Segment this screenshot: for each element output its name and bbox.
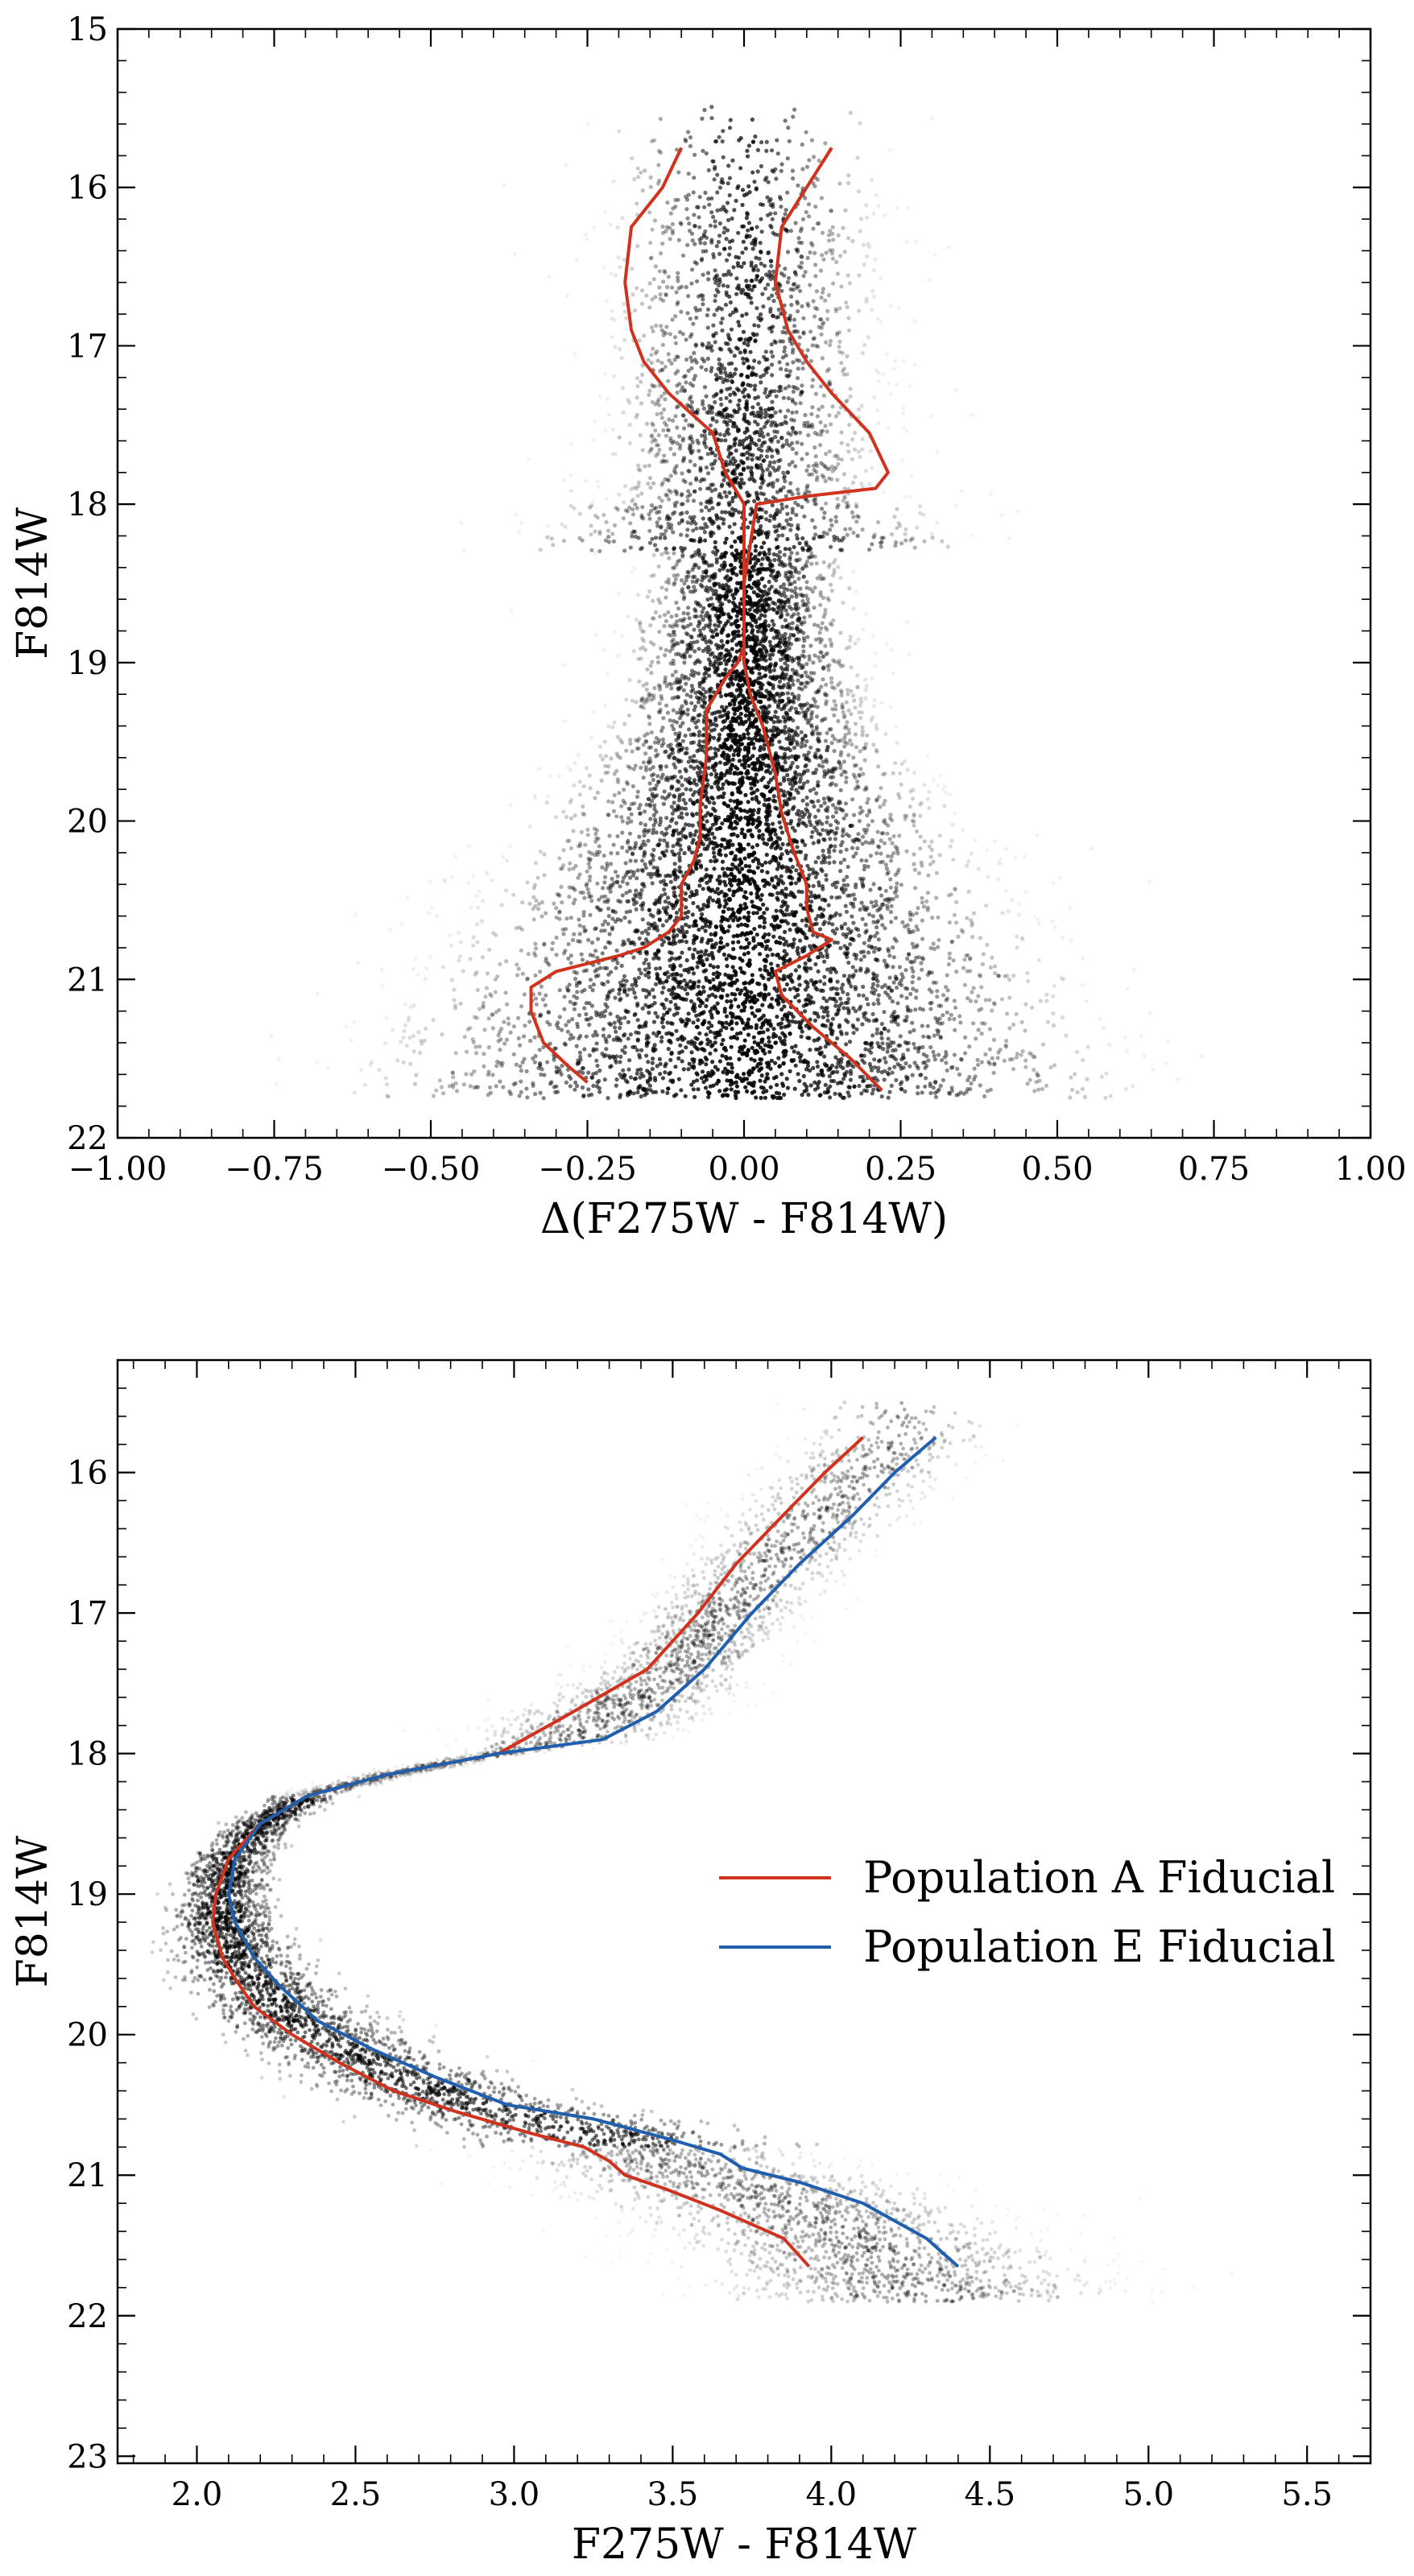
y-tick-label: 17 — [67, 328, 108, 365]
y-tick-label: 22 — [67, 1120, 108, 1157]
x-tick-label: 5.5 — [1281, 2476, 1333, 2513]
top-panel-fiducials — [529, 147, 890, 1092]
x-tick-label: 2.5 — [330, 2476, 382, 2513]
top-panel: −1.00 −0.75 −0.50 −0.25 0.00 0.25 0.50 0.75 1.00… — [9, 11, 1407, 1243]
fiducial-line-1 — [742, 147, 890, 1092]
y-tick-label: 22 — [67, 2298, 108, 2335]
bottom-x-axis-label: F275W - F814W — [572, 2520, 917, 2569]
y-tick-label: 16 — [67, 170, 108, 207]
top-x-axis-label: Δ(F275W - F814W) — [540, 1195, 948, 1243]
y-tick-label: 15 — [67, 11, 108, 48]
x-tick-label: 0.00 — [708, 1151, 779, 1188]
x-tick-label: −1.00 — [68, 1151, 167, 1188]
x-tick-label: 4.5 — [964, 2476, 1015, 2513]
x-tick-label: −0.75 — [225, 1151, 324, 1188]
legend-label-population-e: Population E Fiducial — [863, 1921, 1336, 1972]
bottom-y-axis-label: F814W — [9, 1835, 57, 1987]
y-tick-label: 16 — [67, 1455, 108, 1492]
fiducial-line-0 — [211, 1436, 865, 2268]
top-panel-scatter — [269, 105, 1205, 1101]
x-tick-label: −0.50 — [382, 1151, 481, 1188]
x-tick-label: 1.00 — [1334, 1151, 1406, 1188]
bottom-panel-frame — [116, 1358, 1372, 2465]
legend-label-population-a: Population A Fiducial — [863, 1852, 1335, 1903]
x-tick-label: 2.0 — [172, 2476, 223, 2513]
fiducial-line-1 — [226, 1436, 960, 2268]
y-tick-label: 19 — [67, 645, 108, 682]
bottom-panel: 2.0 2.5 3.0 3.5 4.0 4.5 5.0 5.5 16 17 18 19 20 21 22 23… — [9, 1358, 1372, 2569]
x-tick-label: 0.75 — [1178, 1151, 1250, 1188]
x-tick-label: 3.0 — [489, 2476, 540, 2513]
y-tick-label: 21 — [67, 961, 108, 999]
fiducial-line-0 — [529, 147, 746, 1084]
x-tick-label: 5.0 — [1123, 2476, 1174, 2513]
top-y-axis-label: F814W — [9, 507, 57, 660]
bottom-panel-fiducials — [211, 1436, 960, 2268]
y-tick-label: 18 — [67, 1736, 108, 1773]
x-tick-label: 0.50 — [1021, 1151, 1093, 1188]
x-tick-label: −0.25 — [538, 1151, 637, 1188]
top-panel-ticks: −1.00 −0.75 −0.50 −0.25 0.00 0.25 0.50 0.75 1.00… — [67, 11, 1406, 1188]
x-tick-label: 3.5 — [647, 2476, 699, 2513]
y-tick-label: 19 — [67, 1876, 108, 1913]
y-tick-label: 20 — [67, 2017, 108, 2054]
y-tick-label: 17 — [67, 1595, 108, 1632]
y-tick-label: 18 — [67, 486, 108, 523]
y-tick-label: 23 — [67, 2438, 108, 2475]
y-tick-label: 21 — [67, 2157, 108, 2194]
legend: Population A Fiducial Population E Fiduc… — [719, 1852, 1336, 1972]
y-tick-label: 20 — [67, 804, 108, 841]
x-tick-label: 4.0 — [806, 2476, 858, 2513]
bottom-panel-ticks: 2.0 2.5 3.0 3.5 4.0 4.5 5.0 5.5 16 17 18 19 20 21 22 23 — [67, 1359, 1371, 2513]
x-tick-label: 0.25 — [865, 1151, 936, 1188]
